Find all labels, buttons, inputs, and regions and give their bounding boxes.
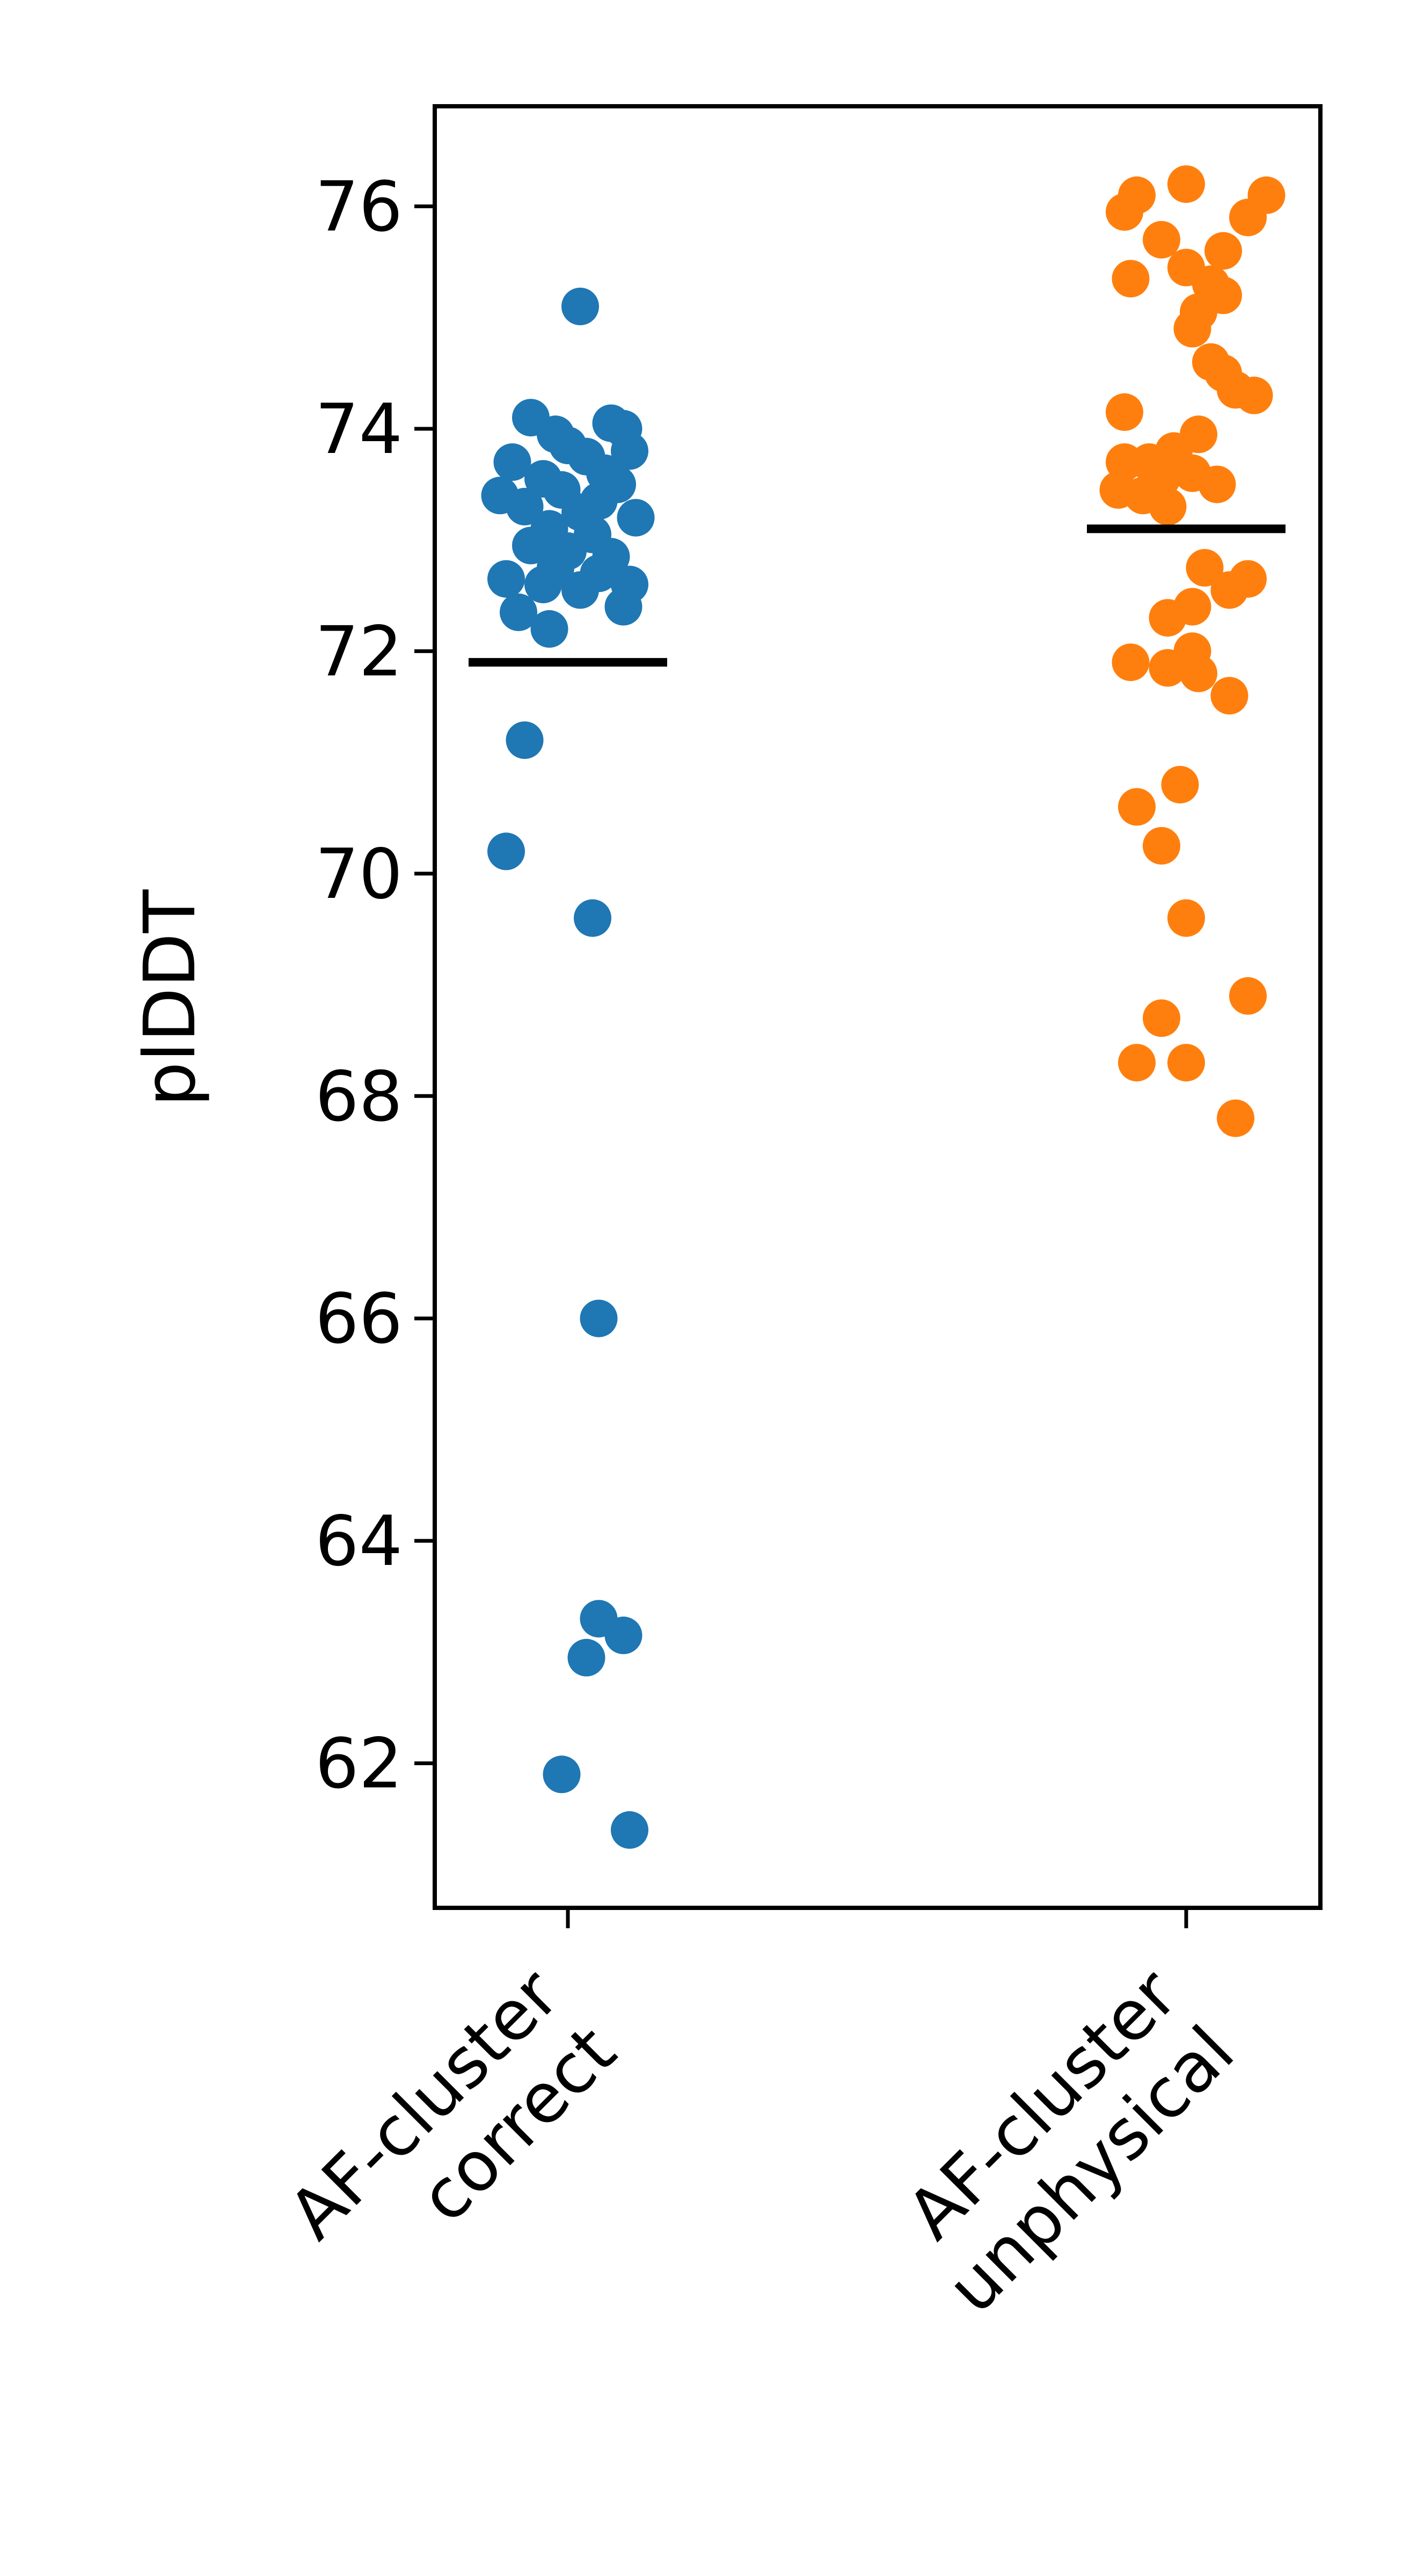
- data-point: [1167, 1044, 1205, 1082]
- data-point: [561, 571, 599, 609]
- y-tick-label: 64: [315, 1502, 403, 1582]
- data-point: [604, 588, 642, 626]
- data-point: [500, 593, 537, 631]
- data-point: [1143, 999, 1180, 1037]
- data-point: [1217, 1099, 1254, 1137]
- data-point: [611, 432, 648, 470]
- data-point: [1173, 310, 1211, 348]
- data-point: [1106, 393, 1143, 431]
- y-tick-label: 62: [315, 1724, 403, 1804]
- data-point: [1112, 643, 1150, 682]
- data-point: [1143, 827, 1180, 865]
- data-point: [1186, 549, 1224, 587]
- data-point: [1143, 221, 1180, 259]
- data-point: [604, 1616, 642, 1655]
- data-point: [530, 610, 568, 648]
- data-point: [1161, 766, 1199, 804]
- y-axis-title: plDDT: [129, 889, 211, 1107]
- data-point: [1229, 199, 1267, 237]
- y-tick-label: 74: [315, 390, 403, 470]
- plot-frame: [433, 104, 1323, 1910]
- data-point: [1204, 232, 1242, 270]
- data-point: [1210, 571, 1248, 609]
- data-point: [1118, 788, 1156, 826]
- data-point: [487, 560, 525, 598]
- data-point: [487, 832, 525, 870]
- y-tick-label: 68: [315, 1057, 403, 1137]
- data-point: [1118, 1044, 1156, 1082]
- data-point: [1167, 899, 1205, 937]
- y-axis: 62 64 66 68 70 72 74 76: [315, 167, 435, 1804]
- data-point: [524, 566, 562, 604]
- data-point: [567, 1638, 605, 1677]
- data-point: [611, 1811, 648, 1849]
- data-point: [561, 288, 599, 325]
- points-layer: [481, 165, 1285, 1849]
- y-tick-label: 70: [315, 835, 403, 914]
- data-point: [1167, 165, 1205, 203]
- data-point: [506, 721, 544, 759]
- data-point: [574, 899, 611, 937]
- data-point: [1229, 977, 1267, 1015]
- data-point: [1198, 465, 1236, 503]
- y-tick-label: 76: [315, 167, 403, 247]
- data-point: [1210, 677, 1248, 715]
- data-point: [506, 488, 544, 525]
- data-point: [543, 1755, 581, 1794]
- data-point: [1235, 376, 1273, 414]
- data-point: [580, 1299, 618, 1337]
- y-tick-label: 66: [315, 1279, 403, 1359]
- data-point: [1149, 599, 1187, 637]
- data-point: [1106, 193, 1143, 231]
- means-layer: [469, 524, 1285, 667]
- data-point: [617, 499, 655, 537]
- data-point: [512, 526, 550, 565]
- data-point: [1149, 488, 1187, 525]
- data-point: [1180, 654, 1217, 692]
- data-point: [1149, 649, 1187, 687]
- data-point: [1112, 260, 1150, 298]
- data-point: [493, 443, 531, 481]
- y-tick-label: 72: [315, 612, 403, 692]
